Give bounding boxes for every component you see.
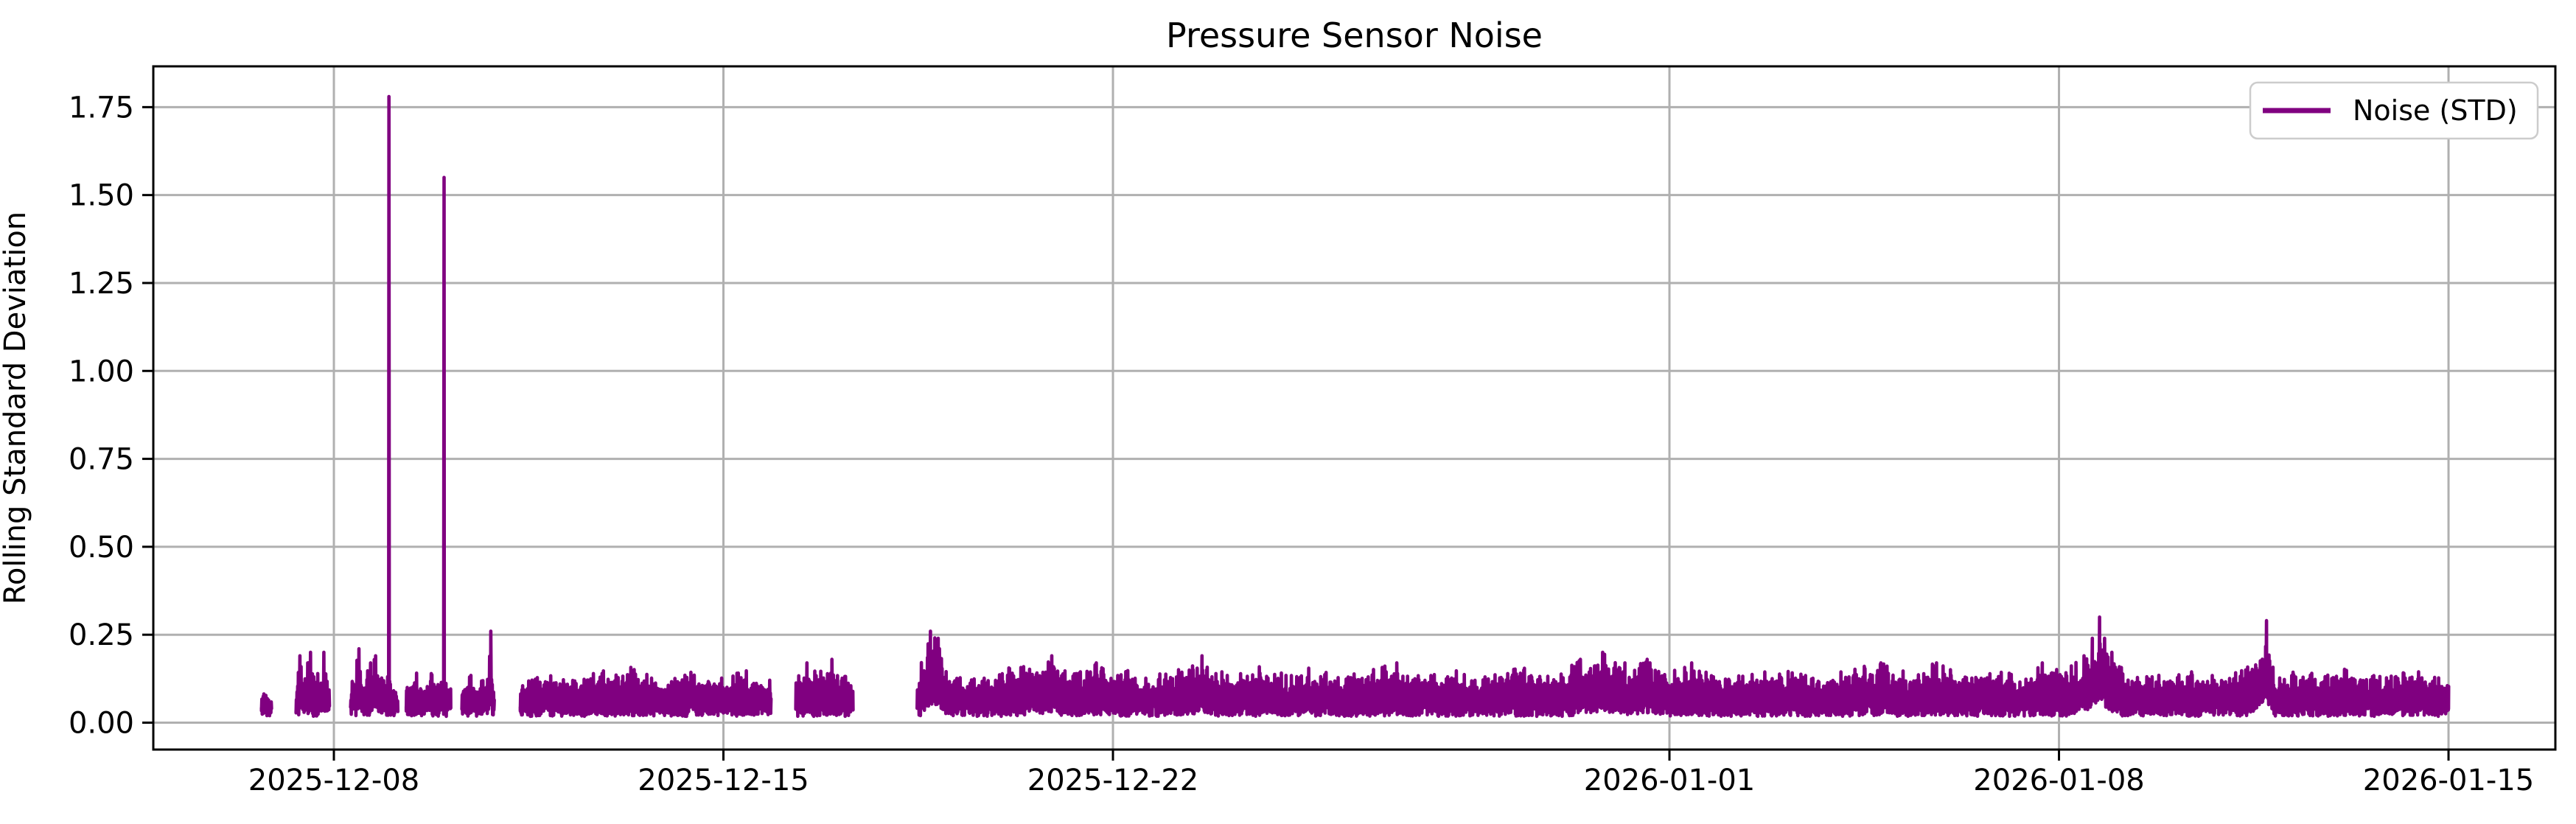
legend-box (2249, 81, 2539, 140)
legend-label: Noise (STD) (2353, 94, 2518, 127)
noise-series-line (259, 94, 2451, 719)
y-tick-label: 1.50 (69, 179, 134, 213)
tick-layer (142, 105, 2450, 761)
y-axis-label: Rolling Standard Deviation (0, 212, 32, 604)
y-tick-label: 0.00 (69, 706, 134, 740)
y-tick-label: 0.50 (69, 531, 134, 565)
x-tick-label: 2025-12-08 (248, 764, 419, 797)
y-tick-label: 1.25 (69, 267, 134, 301)
x-tick-label: 2025-12-15 (638, 764, 809, 797)
tick-label-layer: 0.00 0.25 0.50 0.75 1.00 1.25 1.50 1.75 2025-12-… (69, 91, 2534, 797)
y-tick-label: 1.75 (69, 91, 134, 125)
chart-title: Pressure Sensor Noise (1166, 15, 1543, 55)
y-tick-label: 0.25 (69, 618, 134, 652)
x-tick-label: 2026-01-01 (1584, 764, 1755, 797)
x-tick-label: 2025-12-22 (1027, 764, 1198, 797)
plot-border (152, 65, 2557, 751)
grid-layer (153, 66, 2555, 750)
x-tick-label: 2026-01-15 (2363, 764, 2534, 797)
series-layer (259, 94, 2451, 719)
y-tick-label: 0.75 (69, 443, 134, 477)
x-tick-label: 2026-01-08 (1973, 764, 2144, 797)
legend: Noise (STD) (2249, 81, 2539, 140)
y-tick-label: 1.00 (69, 355, 134, 388)
